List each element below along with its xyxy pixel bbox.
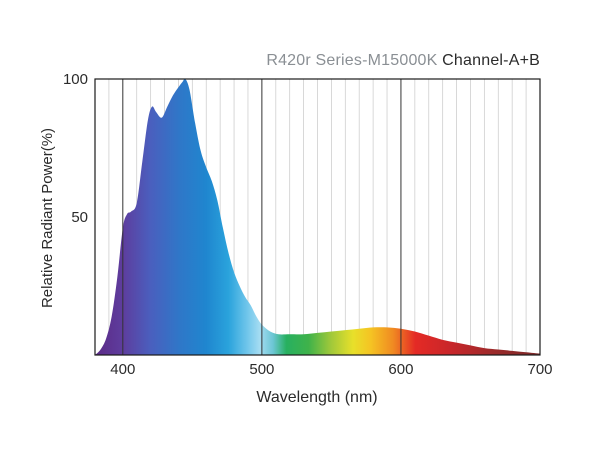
x-tick-label: 400 bbox=[110, 361, 135, 378]
major-grid-lines bbox=[122, 79, 402, 355]
y-tick-label: 100 bbox=[63, 71, 88, 88]
x-tick-label: 600 bbox=[388, 361, 413, 378]
plot-frame bbox=[94, 78, 541, 356]
y-tick-label: 50 bbox=[71, 209, 88, 226]
x-tick-labels: 400 500 600 700 bbox=[110, 361, 552, 378]
y-axis-label: Relative Radiant Power(%) bbox=[39, 128, 56, 308]
chart-title-channel: Channel-A+B bbox=[442, 52, 540, 69]
spectrum-area bbox=[95, 78, 540, 355]
x-tick-label: 500 bbox=[249, 361, 274, 378]
chart-title-series: R420r Series-M15000K bbox=[266, 52, 438, 69]
chart-title: R420r Series-M15000K Channel-A+B bbox=[266, 52, 540, 70]
x-tick-label: 700 bbox=[527, 361, 552, 378]
y-tick-labels: 100 50 bbox=[63, 71, 88, 226]
x-axis-label: Wavelength (nm) bbox=[256, 389, 377, 406]
